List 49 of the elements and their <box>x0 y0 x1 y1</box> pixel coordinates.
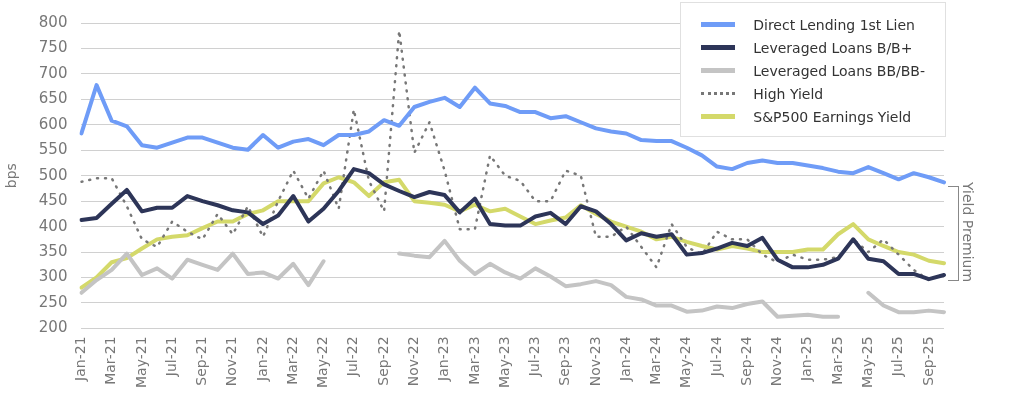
y-tick-label: 700 <box>38 63 68 82</box>
text: Yield Premium <box>960 181 976 283</box>
y-tick-label: 200 <box>38 318 68 337</box>
x-tick-label: Jul-21 <box>162 336 179 378</box>
x-tick-label: Sep-24 <box>737 336 754 386</box>
y-tick-label: 750 <box>38 38 68 57</box>
x-tick-label: Jan-24 <box>616 336 633 382</box>
x-tick-label: May-25 <box>858 336 875 389</box>
legend-label: Leveraged Loans BB/BB- <box>753 62 925 79</box>
x-tick-label: Nov-21 <box>223 336 240 387</box>
x-tick-label: Jul-22 <box>344 336 361 378</box>
x-tick-label: Jul-24 <box>707 336 724 378</box>
x-tick-label: Jan-21 <box>72 336 89 382</box>
x-tick-label: Jul-23 <box>526 336 543 378</box>
y-tick-label: 600 <box>38 114 68 133</box>
x-tick-label: Mar-23 <box>465 336 482 385</box>
x-tick-label: Mar-25 <box>828 336 845 385</box>
x-tick-label: Mar-21 <box>102 336 119 385</box>
legend-label: Leveraged Loans B/B+ <box>753 39 913 56</box>
x-tick-label: May-22 <box>314 336 331 389</box>
x-tick-label: Sep-22 <box>374 336 391 386</box>
y-tick-label: 500 <box>38 165 68 184</box>
legend-label: Direct Lending 1st Lien <box>753 16 915 33</box>
y-tick-label: 350 <box>38 241 68 260</box>
x-tick-label: Jan-23 <box>435 336 452 382</box>
x-tick-label: Nov-22 <box>404 336 421 387</box>
x-tick-label: Mar-24 <box>647 336 664 385</box>
y-tick-label: 650 <box>38 89 68 108</box>
x-tick-label: May-21 <box>132 336 149 389</box>
x-tick-label: Mar-22 <box>283 336 300 385</box>
x-tick-label: Jan-22 <box>253 336 270 382</box>
x-tick-label: Nov-24 <box>768 336 785 387</box>
y-tick-label: 800 <box>38 12 68 31</box>
y-tick-label: 450 <box>38 191 68 210</box>
legend-label: High Yield <box>753 85 824 102</box>
y-tick-label: 400 <box>38 216 68 235</box>
y-tick-label: 300 <box>38 267 68 286</box>
x-tick-label: Jul-25 <box>889 336 906 378</box>
y-tick-label: 250 <box>38 292 68 311</box>
x-tick-label: Jan-25 <box>798 336 815 382</box>
y-tick-label: 550 <box>38 140 68 159</box>
y-axis-title: bps <box>3 163 20 189</box>
x-tick-label: May-23 <box>495 336 512 389</box>
x-tick-label: May-24 <box>677 336 694 389</box>
x-tick-label: Sep-25 <box>919 336 936 386</box>
x-tick-label: Sep-21 <box>193 336 210 386</box>
x-tick-label: Nov-23 <box>586 336 603 387</box>
x-tick-label: Sep-23 <box>556 336 573 386</box>
legend-label: S&P500 Earnings Yield <box>753 108 912 125</box>
